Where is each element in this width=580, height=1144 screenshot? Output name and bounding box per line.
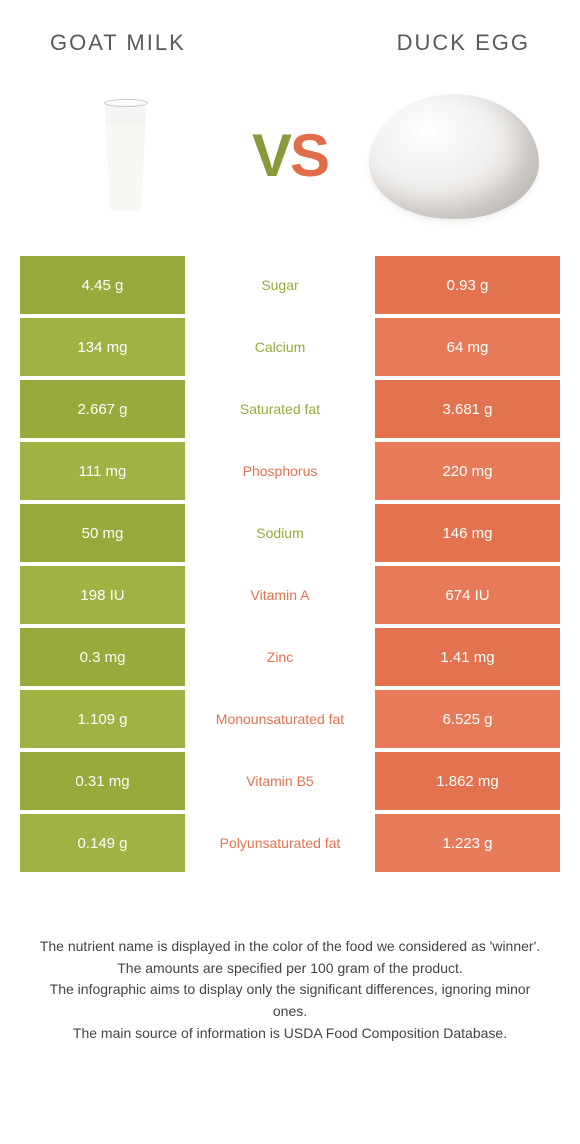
table-row: 2.667 gSaturated fat3.681 g bbox=[20, 380, 560, 438]
table-row: 198 IUVitamin A674 IU bbox=[20, 566, 560, 624]
table-row: 0.31 mgVitamin B51.862 mg bbox=[20, 752, 560, 810]
right-value-cell: 6.525 g bbox=[375, 690, 560, 748]
left-food-image bbox=[41, 91, 211, 221]
table-row: 50 mgSodium146 mg bbox=[20, 504, 560, 562]
nutrient-label-cell: Polyunsaturated fat bbox=[185, 814, 375, 872]
vs-s-letter: S bbox=[290, 122, 328, 189]
right-value-cell: 146 mg bbox=[375, 504, 560, 562]
nutrient-label-cell: Zinc bbox=[185, 628, 375, 686]
table-row: 1.109 gMonounsaturated fat6.525 g bbox=[20, 690, 560, 748]
right-food-title: DUCK EGG bbox=[397, 30, 530, 56]
images-row: VS bbox=[0, 66, 580, 256]
nutrient-label-cell: Vitamin A bbox=[185, 566, 375, 624]
nutrient-label-cell: Sodium bbox=[185, 504, 375, 562]
table-row: 111 mgPhosphorus220 mg bbox=[20, 442, 560, 500]
nutrient-label-cell: Vitamin B5 bbox=[185, 752, 375, 810]
footnote-line: The amounts are specified per 100 gram o… bbox=[38, 958, 542, 980]
table-row: 0.3 mgZinc1.41 mg bbox=[20, 628, 560, 686]
right-value-cell: 1.862 mg bbox=[375, 752, 560, 810]
left-value-cell: 50 mg bbox=[20, 504, 185, 562]
left-value-cell: 0.149 g bbox=[20, 814, 185, 872]
milk-glass-icon bbox=[101, 101, 151, 211]
left-value-cell: 2.667 g bbox=[20, 380, 185, 438]
left-value-cell: 111 mg bbox=[20, 442, 185, 500]
table-row: 4.45 gSugar0.93 g bbox=[20, 256, 560, 314]
vs-v-letter: V bbox=[252, 122, 290, 189]
right-value-cell: 3.681 g bbox=[375, 380, 560, 438]
left-value-cell: 198 IU bbox=[20, 566, 185, 624]
table-row: 134 mgCalcium64 mg bbox=[20, 318, 560, 376]
nutrient-label-cell: Monounsaturated fat bbox=[185, 690, 375, 748]
comparison-table: 4.45 gSugar0.93 g134 mgCalcium64 mg2.667… bbox=[0, 256, 580, 872]
footnote-line: The nutrient name is displayed in the co… bbox=[38, 936, 542, 958]
table-row: 0.149 gPolyunsaturated fat1.223 g bbox=[20, 814, 560, 872]
left-food-title: GOAT MILK bbox=[50, 30, 186, 56]
right-food-image bbox=[369, 91, 539, 221]
right-value-cell: 674 IU bbox=[375, 566, 560, 624]
egg-icon bbox=[369, 94, 539, 219]
vs-label: VS bbox=[252, 126, 328, 186]
footnotes: The nutrient name is displayed in the co… bbox=[0, 876, 580, 1044]
nutrient-label-cell: Calcium bbox=[185, 318, 375, 376]
right-value-cell: 1.223 g bbox=[375, 814, 560, 872]
right-value-cell: 64 mg bbox=[375, 318, 560, 376]
nutrient-label-cell: Sugar bbox=[185, 256, 375, 314]
footnote-line: The main source of information is USDA F… bbox=[38, 1023, 542, 1045]
left-value-cell: 1.109 g bbox=[20, 690, 185, 748]
footnote-line: The infographic aims to display only the… bbox=[38, 979, 542, 1022]
left-value-cell: 134 mg bbox=[20, 318, 185, 376]
right-value-cell: 0.93 g bbox=[375, 256, 560, 314]
left-value-cell: 4.45 g bbox=[20, 256, 185, 314]
right-value-cell: 1.41 mg bbox=[375, 628, 560, 686]
header: GOAT MILK DUCK EGG bbox=[0, 0, 580, 66]
left-value-cell: 0.3 mg bbox=[20, 628, 185, 686]
right-value-cell: 220 mg bbox=[375, 442, 560, 500]
left-value-cell: 0.31 mg bbox=[20, 752, 185, 810]
nutrient-label-cell: Phosphorus bbox=[185, 442, 375, 500]
nutrient-label-cell: Saturated fat bbox=[185, 380, 375, 438]
